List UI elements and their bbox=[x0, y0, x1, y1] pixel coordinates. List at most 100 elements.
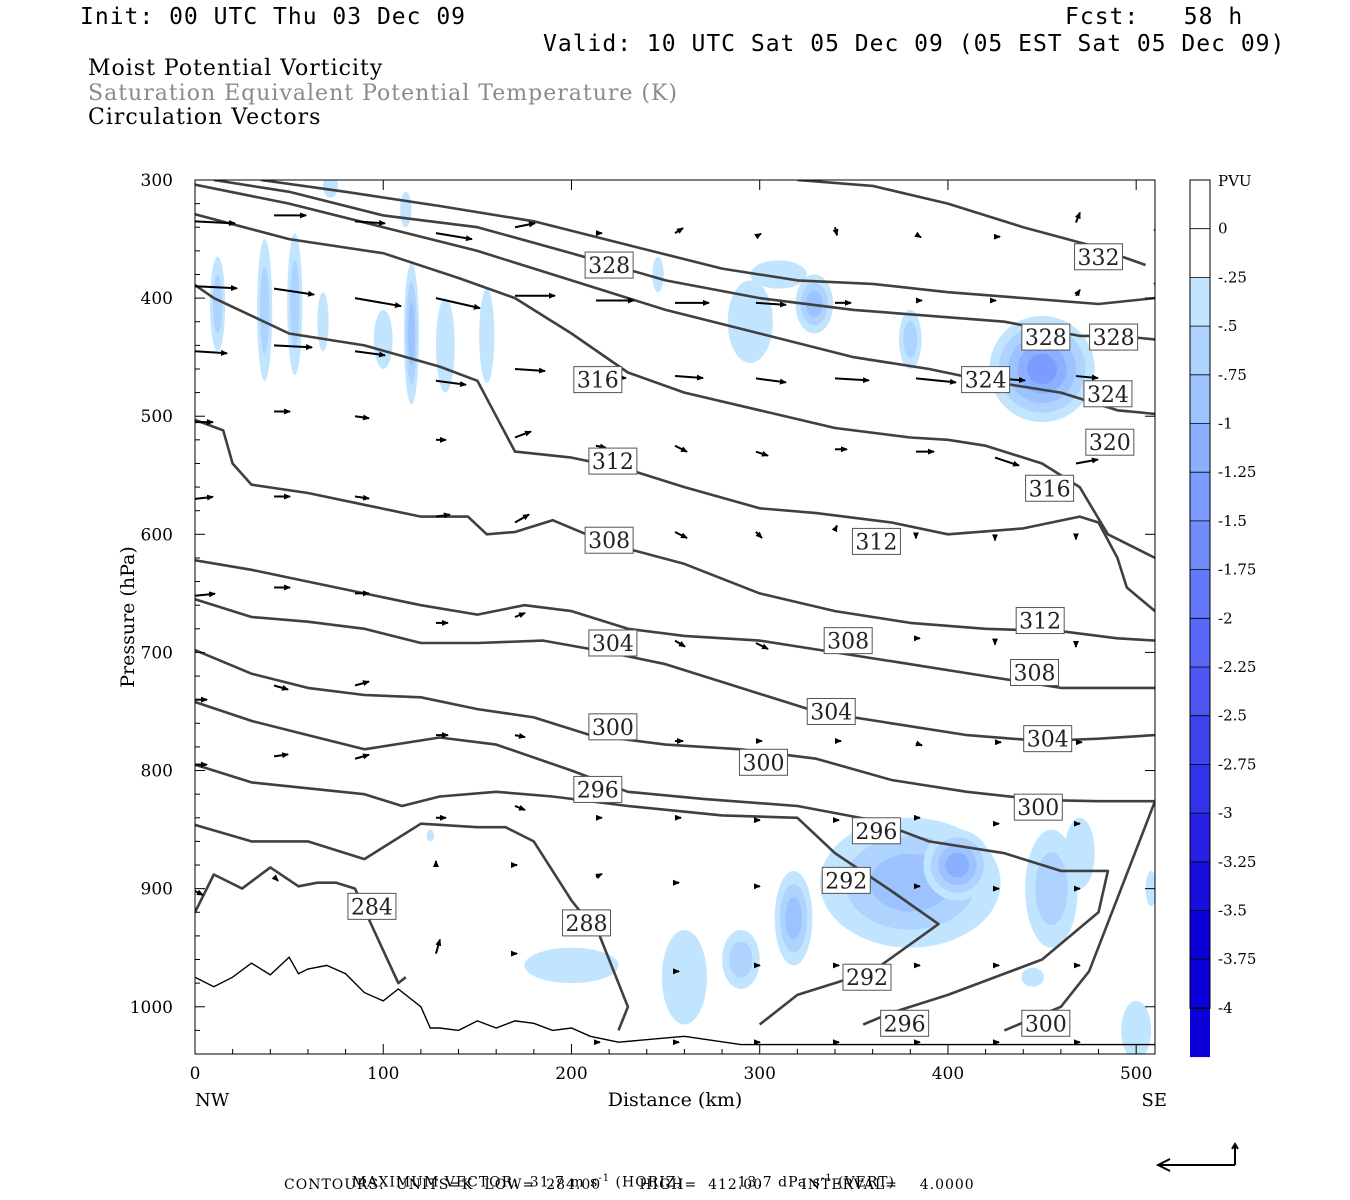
isentrope-288 bbox=[195, 822, 630, 1031]
circulation-vector-44 bbox=[674, 444, 688, 453]
colorbar-label-4: -1 bbox=[1218, 415, 1233, 433]
pv-shade-7-level-3 bbox=[408, 302, 415, 366]
circulation-vector-30 bbox=[514, 367, 546, 374]
circulation-vector-88 bbox=[354, 753, 370, 760]
circulation-vector-50 bbox=[195, 494, 214, 501]
circulation-vector-66 bbox=[514, 612, 526, 619]
contour-label-300: 300 bbox=[1025, 1012, 1067, 1037]
contour-label-296: 296 bbox=[855, 820, 897, 845]
max-vector-line: MAXIMUM VECTOR: 31.7 m s-1 (HORIZ) 13.7 … bbox=[341, 1157, 895, 1191]
y-tick-label-300: 300 bbox=[141, 171, 173, 191]
circulation-vector-43 bbox=[595, 443, 607, 450]
circulation-vector-75 bbox=[273, 684, 290, 691]
contour-info: CONTOURS: UNITS=K LOW= 284.00 HIGH= 412.… bbox=[284, 1177, 975, 1193]
colorbar-swatch-10 bbox=[1190, 667, 1210, 717]
circulation-vector-24 bbox=[1074, 288, 1081, 297]
circulation-vector-3 bbox=[435, 232, 473, 242]
contour-label-320: 320 bbox=[1089, 431, 1131, 456]
contour-label-328: 328 bbox=[1093, 326, 1135, 351]
circulation-vector-53 bbox=[435, 512, 451, 519]
init-time: Init: 00 UTC Thu 03 Dec 09 bbox=[80, 4, 467, 30]
pv-shade-2-level-2 bbox=[212, 274, 223, 334]
y-tick-label-800: 800 bbox=[141, 762, 173, 782]
max-vert-unit: (VERT) bbox=[838, 1174, 895, 1191]
colorbar-swatch-1 bbox=[1190, 228, 1210, 278]
colorbar-swatch-17 bbox=[1190, 1007, 1210, 1058]
pv-shade-17-level-1 bbox=[524, 947, 619, 984]
contour-label-300: 300 bbox=[742, 751, 784, 776]
circulation-vector-28 bbox=[354, 350, 386, 358]
contour-label-316: 316 bbox=[577, 369, 619, 394]
circulation-vector-83 bbox=[915, 740, 923, 747]
circulation-vector-52 bbox=[354, 494, 370, 501]
contour-label-box-27 bbox=[880, 1009, 930, 1037]
x-tick-label-300: 300 bbox=[743, 1064, 775, 1084]
pv-shade-15-level-5 bbox=[1027, 353, 1058, 385]
pv-shade-8-level-1 bbox=[435, 298, 455, 393]
contour-label-box-7 bbox=[1085, 428, 1135, 456]
pv-shade-6-level-1 bbox=[373, 309, 393, 369]
circulation-vector-45 bbox=[755, 450, 769, 457]
colorbar-title: PVU bbox=[1218, 172, 1252, 190]
contour-label-292: 292 bbox=[846, 966, 888, 991]
circulation-vector-27 bbox=[274, 344, 314, 351]
circulation-vector-8 bbox=[832, 227, 839, 237]
colorbar-swatch-16 bbox=[1190, 959, 1210, 1009]
circulation-vector-62 bbox=[195, 591, 216, 598]
circulation-vector-35 bbox=[915, 377, 957, 385]
colorbar-frame bbox=[1189, 179, 1211, 1010]
contour-label-box-11 bbox=[851, 527, 901, 555]
contour-label-312: 312 bbox=[592, 450, 634, 475]
contour-label-box-24 bbox=[842, 963, 892, 991]
isentrope-284 bbox=[195, 866, 407, 985]
contour-label-box-22 bbox=[851, 817, 901, 845]
pv-shade-20-level-3 bbox=[785, 897, 802, 940]
contour-label-box-0 bbox=[1074, 243, 1124, 271]
circulation-vector-109 bbox=[434, 938, 442, 954]
contour-label-box-20 bbox=[1013, 793, 1063, 821]
circulation-vector-76 bbox=[354, 680, 370, 687]
circulation-vector-98 bbox=[195, 889, 204, 896]
plot-frame bbox=[194, 179, 1156, 1055]
colorbar-swatch-5 bbox=[1190, 423, 1210, 473]
max-horiz-unit: (HORIZ) bbox=[615, 1174, 683, 1191]
colorbar-swatch-0 bbox=[1190, 180, 1210, 230]
circulation-vector-25 bbox=[1153, 279, 1155, 287]
x-tick-label-100: 100 bbox=[367, 1064, 399, 1084]
contour-label-300: 300 bbox=[592, 716, 634, 741]
circulation-vector-78 bbox=[514, 732, 526, 739]
contour-label-box-26 bbox=[347, 892, 397, 920]
x-tick-label-500: 500 bbox=[1120, 1064, 1152, 1084]
contour-label-box-6 bbox=[573, 366, 623, 394]
x-tick-label-200: 200 bbox=[555, 1064, 587, 1084]
contour-label-312: 312 bbox=[1019, 610, 1061, 635]
contour-label-box-14 bbox=[823, 627, 873, 655]
colorbar-swatch-2 bbox=[1190, 277, 1210, 327]
circulation-vector-87 bbox=[273, 752, 290, 759]
contour-label-328: 328 bbox=[588, 254, 630, 279]
colorbar-swatch-12 bbox=[1190, 764, 1210, 814]
contour-label-box-8 bbox=[588, 447, 638, 475]
pv-shade-19-level-2 bbox=[729, 941, 753, 978]
valid-time: Valid: 10 UTC Sat 05 Dec 09 (05 EST Sat … bbox=[543, 31, 1286, 57]
colorbar-label-0: 0 bbox=[1218, 220, 1228, 238]
pv-shade-5-level-1 bbox=[317, 292, 329, 352]
circulation-vector-102 bbox=[595, 872, 603, 880]
isentrope-324 bbox=[195, 183, 1155, 416]
contour-label-288: 288 bbox=[566, 912, 608, 937]
reference-vector-icon bbox=[1155, 1142, 1239, 1172]
circulation-vector-4 bbox=[514, 221, 536, 229]
circulation-vector-32 bbox=[674, 374, 704, 381]
max-horiz-exponent: -1 bbox=[598, 1173, 611, 1184]
contour-label-box-16 bbox=[806, 697, 856, 725]
pv-shade-4-level-2 bbox=[290, 260, 300, 348]
pv-shade-25-level-1 bbox=[1121, 1000, 1152, 1054]
circulation-vector-69 bbox=[755, 642, 769, 650]
colorbar-swatch-11 bbox=[1190, 715, 1210, 765]
circulation-vector-48 bbox=[994, 456, 1020, 467]
circulation-vector-29 bbox=[435, 379, 467, 387]
y-tick-label-500: 500 bbox=[141, 407, 173, 427]
pv-shade-1-level-1 bbox=[400, 191, 412, 228]
contour-label-box-9 bbox=[1025, 474, 1075, 502]
contour-label-308: 308 bbox=[1014, 662, 1056, 687]
